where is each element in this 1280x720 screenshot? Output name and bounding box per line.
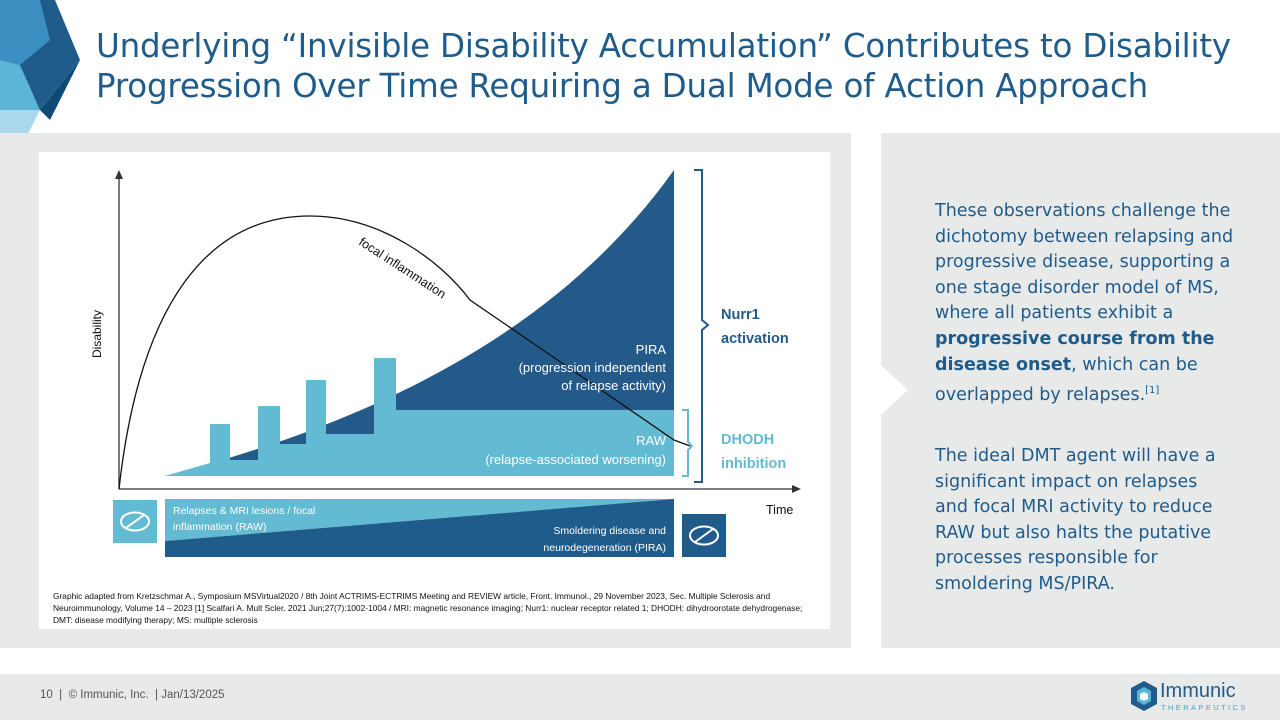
corner-decoration (0, 0, 80, 170)
footer-text: 10 | © Immunic, Inc. | Jan/13/2025 (40, 689, 225, 701)
footer (0, 674, 1280, 720)
pill-icon (682, 514, 726, 557)
bar-bottom-label: Smoldering disease and (553, 525, 666, 537)
bar-top-label: Relapses & MRI lesions / focal (173, 505, 315, 517)
nurr1-label: Nurr1 (721, 307, 760, 323)
y-axis-label: Disability (90, 310, 104, 358)
text-panel (881, 133, 1280, 648)
bar-bottom-label-2: neurodegeneration (PIRA) (543, 542, 666, 554)
reference-sup: [1] (1145, 385, 1160, 397)
page-title: Underlying “Invisible Disability Accumul… (96, 27, 1231, 105)
panel-paragraph-1: These observations challenge the dichoto… (935, 199, 1235, 409)
nurr1-label-2: activation (721, 331, 789, 347)
logo-name: Immunic (1160, 680, 1236, 702)
raw-label: RAW (636, 433, 667, 448)
panel-text-part: , which can be overlapped by relapses. (935, 354, 1198, 405)
panel-gap (851, 133, 881, 648)
panel-text-part: These observations challenge the dichoto… (935, 201, 1234, 324)
focal-inflammation-curve (118, 215, 691, 490)
pira-label: PIRA (636, 342, 667, 357)
pill-icon (113, 500, 157, 543)
panel-text-bold: progressive course from the disease onse… (935, 328, 1215, 375)
panel-notch (881, 365, 908, 415)
pira-bar (165, 499, 674, 557)
bar-top-label-2: inflammation (RAW) (173, 521, 267, 533)
nurr1-bracket (694, 169, 710, 483)
dhodh-label-2: inhibition (721, 456, 786, 472)
x-axis-label: Time (766, 503, 793, 517)
raw-area (165, 358, 674, 476)
raw-label-2: (relapse-associated worsening) (485, 452, 666, 467)
curve-label: focal inflammation (356, 235, 448, 302)
footer-company: © Immunic, Inc. (68, 689, 149, 701)
dhodh-bracket (682, 409, 694, 477)
pira-area (165, 170, 674, 476)
pira-label-2: (progression independent (519, 360, 667, 375)
dhodh-label: DHODH (721, 432, 774, 448)
logo-icon (1131, 681, 1157, 711)
pira-label-3: of relapse activity) (561, 378, 666, 393)
panel-paragraph-2: The ideal DMT agent will have a signific… (935, 446, 1216, 594)
source-note: Graphic adapted from Kretzschmar A., Sym… (53, 591, 803, 625)
footer-date: Jan/13/2025 (161, 689, 225, 701)
logo-subtitle: THERAPEUTICS (1161, 703, 1248, 712)
page-number: 10 (40, 689, 53, 701)
